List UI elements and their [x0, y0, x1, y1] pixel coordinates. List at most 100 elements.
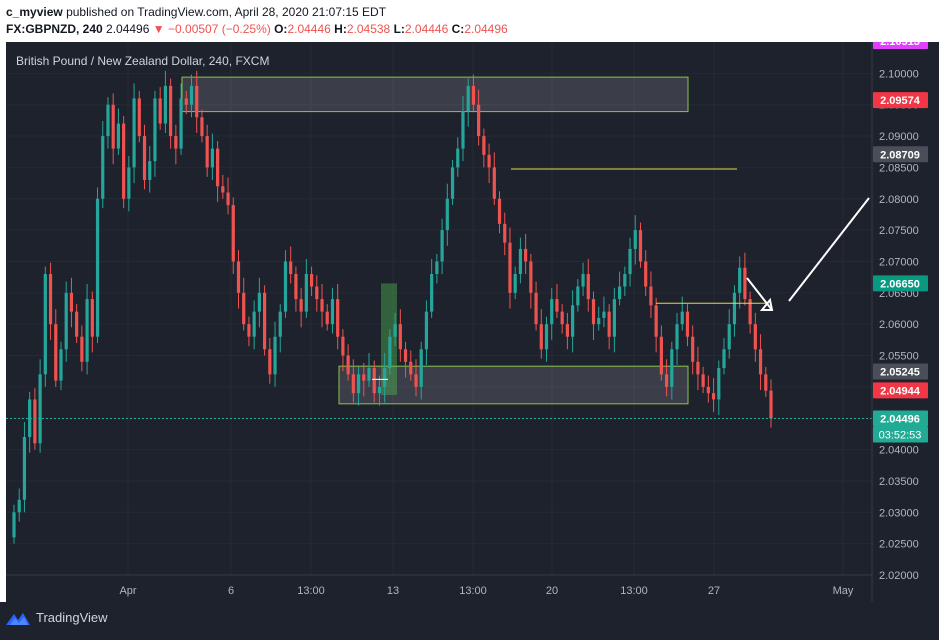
y-tick-label: 2.09000 [879, 131, 919, 143]
candle-body [195, 85, 199, 118]
candle-body [85, 299, 89, 362]
candle-body [440, 230, 444, 262]
candle-body [644, 261, 648, 287]
price-axis[interactable]: 2.100002.095002.090002.085002.080002.075… [879, 68, 919, 582]
candle-body [769, 390, 773, 419]
candle-body [351, 374, 355, 394]
candle-body [560, 311, 564, 325]
candle-body [346, 355, 350, 375]
header: c_myview published on TradingView.com, A… [0, 0, 939, 40]
candle-body [377, 386, 382, 394]
footer [0, 602, 939, 640]
y-tick-label: 2.07500 [879, 225, 919, 237]
x-tick-label: 13:00 [297, 585, 325, 597]
candle-body [341, 336, 345, 356]
candle-body [659, 336, 663, 375]
y-tick-label: 2.05500 [879, 351, 919, 363]
candle-body [43, 274, 47, 375]
candle-body [216, 148, 220, 187]
arrow-line-down [746, 277, 773, 311]
chart-area[interactable]: 2.100002.095002.090002.085002.080002.075… [6, 33, 939, 602]
candle-body [430, 274, 434, 312]
candle-body [17, 499, 21, 513]
candle-body [148, 161, 152, 180]
y-tick-label: 2.03000 [879, 507, 919, 519]
candle-body [28, 399, 32, 438]
price-label-bg [873, 146, 928, 163]
symbol: FX:GBPNZD, 240 [6, 22, 103, 36]
price-labels: 2.10513 2.09574 2.08709 2.06650 2.05245 2.049… [873, 33, 928, 443]
candle-body [247, 324, 251, 337]
arrow-head [759, 297, 774, 311]
price-label-bg [873, 410, 928, 427]
chart-title: British Pound / New Zealand Dollar, 240,… [16, 54, 269, 68]
candle-body [226, 192, 230, 206]
candle-body [142, 136, 147, 180]
zones [181, 76, 689, 405]
candle-body [383, 368, 387, 387]
low-label: L: [393, 22, 405, 36]
candle-body [304, 274, 308, 312]
y-tick-label: 2.10000 [879, 68, 919, 80]
candles [12, 70, 773, 544]
candle-body [315, 286, 319, 300]
tradingview-logo[interactable]: TradingView [6, 610, 108, 625]
candle-body [477, 104, 481, 137]
candle-body [524, 248, 528, 262]
candle-body [184, 98, 188, 105]
candle-body [153, 98, 157, 162]
candle-body [90, 299, 94, 337]
grid [6, 42, 872, 576]
candle-body [586, 274, 590, 300]
candle-body [393, 324, 397, 337]
candle-body [38, 374, 42, 444]
price-chart[interactable]: 2.100002.095002.090002.085002.080002.075… [6, 33, 939, 602]
supply-demand-zone [338, 365, 689, 405]
horizontal-lines [6, 40, 872, 419]
candle-body [685, 311, 690, 337]
time-axis[interactable]: Apr 6 13:00 13 13:00 20 13:00 27 May [119, 585, 853, 597]
candle-body [753, 324, 757, 350]
ohlc-line: FX:GBPNZD, 240 2.04496 ▼ −0.00507 (−0.25… [6, 22, 508, 36]
candle-body [111, 104, 115, 149]
y-tick-label: 2.06000 [879, 319, 919, 331]
candle-body [748, 299, 752, 325]
x-tick-label: May [833, 585, 854, 597]
candle-body [132, 98, 136, 168]
candle-body [638, 230, 643, 262]
candle-body [414, 374, 418, 387]
candle-body [691, 336, 695, 362]
candle-body [482, 136, 486, 155]
candle-body [675, 324, 679, 350]
candle-body [461, 110, 465, 149]
candle-body [48, 274, 53, 325]
candle-body [122, 123, 126, 199]
candle-body [59, 349, 63, 381]
candle-body [471, 85, 476, 105]
candle-body [268, 349, 272, 375]
price-label-bg [873, 275, 928, 292]
username[interactable]: c_myview [6, 5, 63, 19]
price-label-text: 2.09574 [880, 95, 921, 107]
candle-body [336, 299, 340, 337]
candle-body [221, 186, 225, 193]
candle-body [722, 349, 726, 369]
candle-body [508, 242, 512, 293]
last-price: 2.04496 [106, 22, 150, 36]
candle-body [738, 267, 742, 293]
candle-body [278, 311, 282, 337]
candle-body [95, 198, 100, 337]
candle-body [497, 198, 502, 224]
candle-body [550, 299, 554, 325]
candle-body [257, 292, 261, 312]
candle-body [283, 261, 288, 312]
candle-body [80, 336, 84, 362]
candle-body [758, 349, 763, 375]
x-tick-label: 27 [708, 585, 720, 597]
candle-body [320, 299, 324, 312]
candle-body [356, 374, 361, 394]
x-tick-label: 20 [546, 585, 558, 597]
candle-body [623, 274, 627, 287]
candle-body [273, 336, 277, 375]
price-change: −0.00507 (−0.25%) [168, 22, 271, 36]
